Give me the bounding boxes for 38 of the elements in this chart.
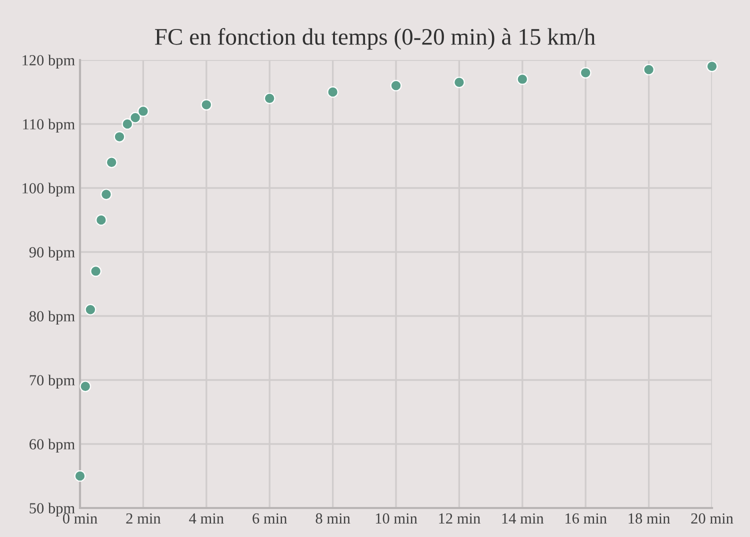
x-tick-label: 12 min: [439, 513, 480, 524]
point: [643, 64, 655, 76]
chart-title: FC en fonction du temps (0-20 min) à 15 km/h: [155, 28, 596, 50]
point: [114, 131, 126, 143]
point: [90, 265, 102, 277]
x-tick-label: 6 min: [252, 513, 287, 524]
y-tick-label: 80 bpm: [29, 310, 75, 325]
y-tick-label: 90 bpm: [29, 246, 75, 261]
point: [106, 156, 118, 168]
point: [327, 86, 339, 98]
point: [200, 99, 212, 111]
point: [516, 73, 528, 85]
point: [580, 67, 592, 79]
x-tick-label: 18 min: [628, 513, 670, 524]
point: [80, 380, 92, 392]
point: [95, 214, 107, 226]
point: [453, 76, 465, 88]
point: [137, 105, 149, 117]
y-tick-label: 70 bpm: [30, 374, 75, 389]
point: [264, 92, 276, 104]
x-tick-label: 14 min: [502, 513, 544, 524]
x-tick-label: 10 min: [376, 513, 418, 524]
point: [100, 188, 112, 200]
x-tick-label: 16 min: [566, 513, 607, 524]
point: [390, 80, 402, 92]
y-tick-label: 120 bpm: [22, 54, 75, 69]
x-tick-label: 20 min: [691, 513, 734, 524]
y-tick-label: 110 bpm: [23, 118, 75, 133]
point: [122, 118, 134, 130]
point: [74, 470, 86, 482]
y-tick-label: 100 bpm: [22, 182, 75, 197]
x-tick-label: 8 min: [316, 513, 350, 524]
point: [84, 304, 96, 316]
y-tick-label: 60 bpm: [30, 438, 75, 453]
x-tick-label: 2 min: [126, 513, 161, 524]
x-tick-label: 4 min: [189, 513, 224, 524]
point: [706, 60, 718, 72]
point: [130, 112, 142, 124]
